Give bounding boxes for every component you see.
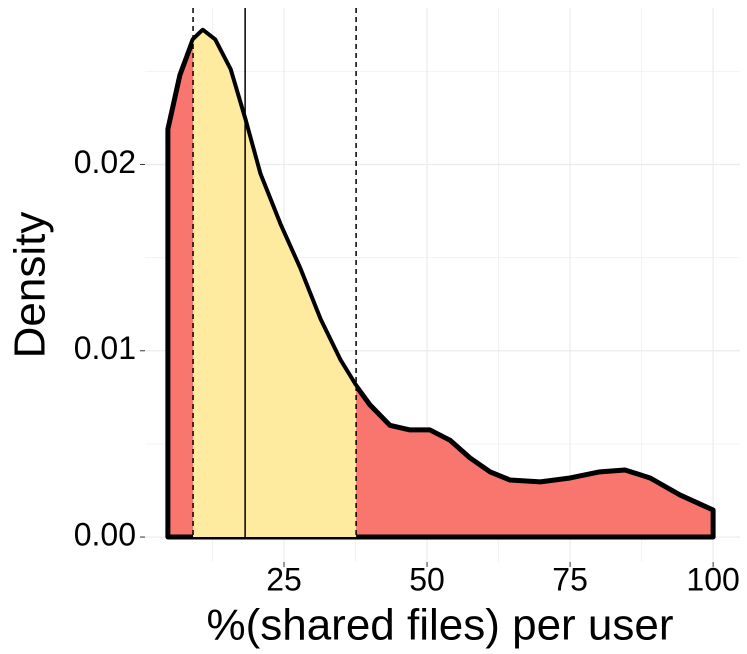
density-line — [193, 28, 357, 389]
x-tick-label: 100 — [686, 561, 739, 597]
y-tick-label: 0.00 — [74, 516, 136, 552]
x-tick-label: 50 — [409, 561, 445, 597]
x-axis-label: %(shared files) per user — [206, 601, 673, 650]
x-tick-label: 75 — [552, 561, 588, 597]
y-axis-label: Density — [6, 212, 55, 359]
y-tick-label: 0.01 — [74, 330, 136, 366]
x-tick-label: 25 — [266, 561, 302, 597]
shaded-area — [193, 30, 357, 538]
y-tick-label: 0.02 — [74, 144, 136, 180]
